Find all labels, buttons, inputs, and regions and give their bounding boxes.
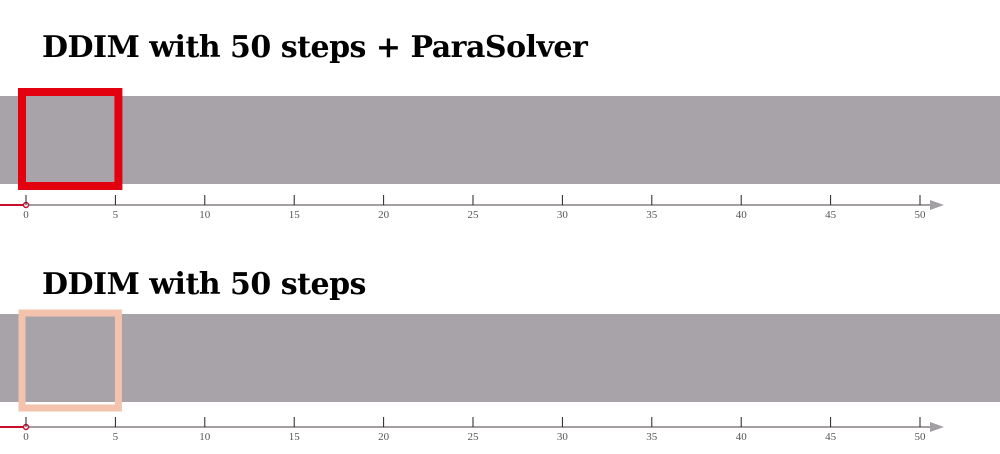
panel-parasolver: 0 5 10 15 20 25 30 35 40 45 50 xyxy=(0,88,1000,221)
axis-tick-label: 0 xyxy=(23,431,29,443)
axis-tick-label: 20 xyxy=(378,431,390,443)
sliding-window-box xyxy=(18,88,123,190)
axis-ticks: 0 5 10 15 20 25 30 35 40 45 50 xyxy=(23,195,926,221)
axis-tick-label: 50 xyxy=(915,431,927,443)
axis-arrowhead xyxy=(930,422,944,432)
axis-tick-label: 35 xyxy=(646,209,658,221)
sample-strip xyxy=(0,314,1000,402)
sample-strip xyxy=(0,96,1000,184)
axis-tick-label: 15 xyxy=(289,431,301,443)
panel-ddim: 0 5 10 15 20 25 30 35 40 45 50 xyxy=(0,309,1000,443)
axis-tick-label: 20 xyxy=(378,209,390,221)
axis-tick-label: 25 xyxy=(468,209,480,221)
axis-tick-label: 30 xyxy=(557,431,569,443)
axis-ticks: 0 5 10 15 20 25 30 35 40 45 50 xyxy=(23,417,926,443)
axis-tick-label: 15 xyxy=(289,209,301,221)
axis-tick-label: 10 xyxy=(199,431,211,443)
axis-tick-label: 40 xyxy=(736,431,748,443)
axis-tick-label: 0 xyxy=(23,209,29,221)
panel-title-ddim: DDIM with 50 steps xyxy=(42,267,366,302)
axis-tick-label: 25 xyxy=(468,431,480,443)
axis-tick-label: 10 xyxy=(199,209,211,221)
axis-tick-label: 45 xyxy=(825,209,837,221)
axis-tick-label: 50 xyxy=(915,209,927,221)
sliding-window-box xyxy=(18,309,122,412)
axis-tick-label: 45 xyxy=(825,431,837,443)
axis-tick-label: 35 xyxy=(646,431,658,443)
axis-tick-label: 30 xyxy=(557,209,569,221)
axis-arrowhead xyxy=(930,200,944,210)
axis-tick-label: 5 xyxy=(113,209,119,221)
axis-tick-label: 5 xyxy=(113,431,119,443)
axis-tick-label: 40 xyxy=(736,209,748,221)
panel-title-parasolver: DDIM with 50 steps + ParaSolver xyxy=(42,30,588,65)
